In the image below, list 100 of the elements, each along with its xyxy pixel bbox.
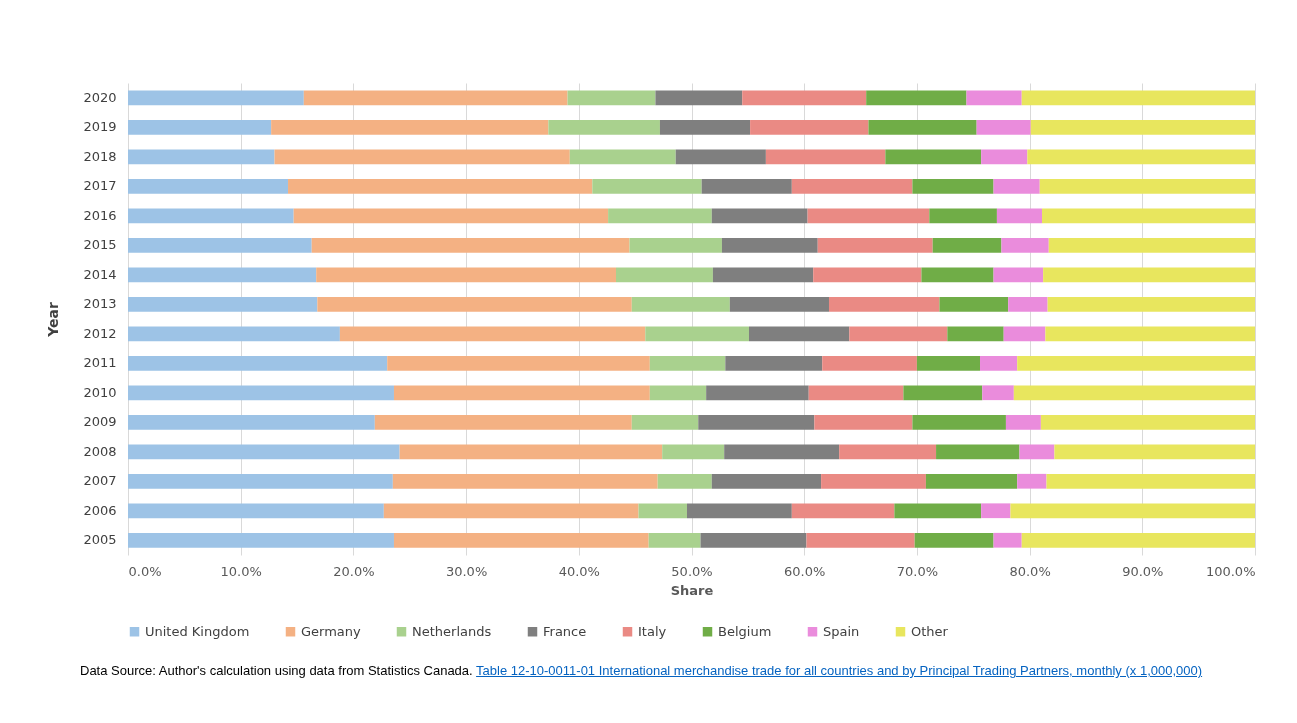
- bar: [711, 208, 808, 224]
- bar: [981, 149, 1028, 165]
- y-tick-label: 2011: [83, 355, 117, 371]
- legend-label: Other: [911, 623, 949, 639]
- bar: [686, 503, 792, 519]
- bar: [748, 326, 850, 342]
- bar: [912, 414, 1006, 430]
- bar: [1043, 267, 1255, 283]
- bar: [548, 119, 660, 135]
- y-tick-label: 2007: [83, 473, 117, 489]
- x-tick-label: 20.0%: [333, 563, 375, 579]
- bar: [1042, 208, 1255, 224]
- bar: [996, 208, 1042, 224]
- bar: [675, 149, 766, 165]
- bar: [615, 267, 713, 283]
- bar: [392, 473, 658, 489]
- bar: [631, 414, 699, 430]
- bar: [1046, 473, 1255, 489]
- bar: [374, 414, 632, 430]
- bar: [128, 444, 400, 460]
- bar: [393, 532, 649, 548]
- y-tick-label: 2008: [83, 443, 117, 459]
- y-tick-label: 2013: [83, 296, 117, 312]
- bar: [1008, 296, 1048, 312]
- bar: [828, 296, 940, 312]
- legend-label: Germany: [301, 623, 362, 639]
- bar: [128, 503, 384, 519]
- bar: [849, 326, 948, 342]
- bar: [939, 296, 1009, 312]
- bar: [791, 503, 895, 519]
- y-tick-label: 2009: [83, 414, 117, 430]
- bar: [293, 208, 609, 224]
- bar: [947, 326, 1004, 342]
- x-tick-label: 40.0%: [558, 563, 600, 579]
- bar: [648, 532, 701, 548]
- bar: [271, 119, 549, 135]
- bar: [839, 444, 937, 460]
- bar: [317, 296, 632, 312]
- bar: [1040, 414, 1255, 430]
- bar: [817, 237, 933, 253]
- bar: [387, 355, 650, 371]
- bar: [712, 267, 814, 283]
- bar: [288, 178, 593, 194]
- bar: [128, 237, 312, 253]
- bar: [1045, 326, 1255, 342]
- bar: [1013, 385, 1255, 401]
- bar: [567, 90, 656, 106]
- bar: [128, 90, 304, 106]
- bar: [316, 267, 616, 283]
- bar: [1017, 473, 1047, 489]
- bar: [657, 473, 712, 489]
- bar: [1039, 178, 1255, 194]
- bar: [311, 237, 630, 253]
- y-tick-label: 2010: [83, 384, 117, 400]
- bar: [339, 326, 646, 342]
- bar: [822, 355, 917, 371]
- bar: [128, 326, 340, 342]
- bar: [925, 473, 1018, 489]
- bar: [725, 355, 823, 371]
- bar: [128, 208, 294, 224]
- bar: [128, 178, 289, 194]
- bar: [729, 296, 829, 312]
- bar: [981, 503, 1011, 519]
- bar: [813, 267, 922, 283]
- x-tick-label: 90.0%: [1122, 563, 1164, 579]
- bar: [721, 237, 818, 253]
- bar: [868, 119, 977, 135]
- bar: [659, 119, 751, 135]
- bar: [1001, 237, 1049, 253]
- bar: [1030, 119, 1255, 135]
- bar: [932, 237, 1002, 253]
- bar: [912, 178, 994, 194]
- bar: [274, 149, 570, 165]
- bar: [921, 267, 994, 283]
- bar: [980, 355, 1018, 371]
- bar: [638, 503, 687, 519]
- bar: [742, 90, 867, 106]
- bar: [128, 473, 393, 489]
- bar: [724, 444, 840, 460]
- bar: [821, 473, 926, 489]
- legend-label: United Kingdom: [145, 623, 250, 639]
- bar: [806, 532, 915, 548]
- bar: [128, 355, 388, 371]
- bar: [128, 296, 318, 312]
- bar: [1021, 532, 1255, 548]
- bar: [569, 149, 676, 165]
- bar: [808, 385, 904, 401]
- x-tick-label: 10.0%: [220, 563, 262, 579]
- x-tick-label: 50.0%: [671, 563, 713, 579]
- legend-label: France: [543, 623, 587, 639]
- x-tick-label: 30.0%: [445, 563, 488, 579]
- bar: [807, 208, 930, 224]
- legend-label: Spain: [823, 623, 860, 639]
- bar: [1019, 444, 1055, 460]
- bar: [649, 385, 707, 401]
- bar: [976, 119, 1031, 135]
- bar: [698, 414, 815, 430]
- bar: [1003, 326, 1046, 342]
- bar: [966, 90, 1022, 106]
- bar: [791, 178, 913, 194]
